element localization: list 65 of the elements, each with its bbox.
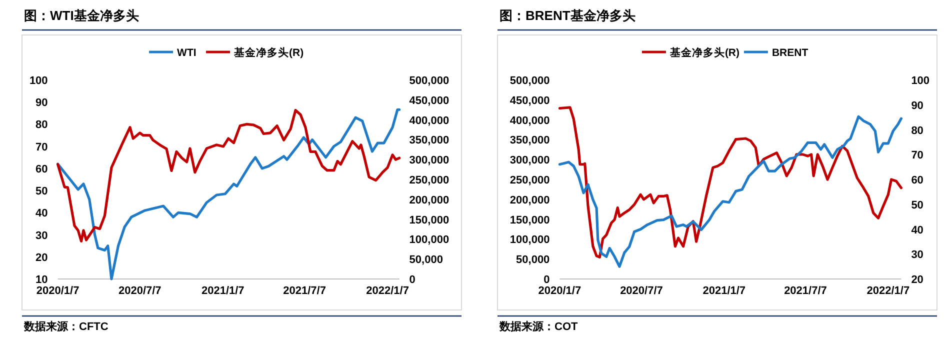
x-tick-label: 2021/7/7 [283,285,326,297]
y-tick-label: 450,000 [510,94,550,107]
y2-tick-label: 400,000 [409,114,450,127]
x-tick-label: 2022/1/7 [866,285,910,297]
y2-tick-label: 80 [911,124,924,137]
line-series [56,108,401,242]
y-tick-label: 500,000 [510,75,550,87]
chart-title: 图：WTI基金净多头 [24,8,139,23]
x-tick-label: 2020/7/7 [620,285,663,297]
y-tick-label: 300,000 [510,154,550,167]
y-tick-label: 350,000 [510,134,550,147]
y2-tick-label: 250,000 [409,174,450,186]
y2-tick-label: 40 [911,224,924,236]
y-tick-label: 100,000 [510,234,550,246]
y-tick-label: 20 [36,252,48,264]
y2-tick-label: 30 [911,249,924,262]
y2-tick-label: 350,000 [409,134,450,147]
y2-tick-label: 20 [911,274,924,286]
y-tick-label: 10 [36,274,48,286]
y-tick-label: 200,000 [510,194,550,206]
y-tick-label: 70 [36,141,48,154]
source-note: 数据来源：COT [498,320,578,333]
x-tick-label: 2020/7/7 [118,285,162,297]
legend-label: 基金净多头(R) [233,46,304,59]
y-tick-label: 50 [36,186,48,198]
y2-tick-label: 450,000 [409,94,450,107]
line-series [56,108,401,280]
legend-item: 基金净多头(R) [206,47,304,59]
x-tick-label: 2022/1/7 [366,285,409,297]
y-tick-label: 150,000 [510,214,550,226]
legend-label: WTI [177,47,196,59]
y2-tick-label: 200,000 [409,194,450,206]
x-tick-label: 2020/1/7 [538,285,582,297]
legend-item: BRENT [744,47,808,59]
y2-tick-label: 70 [911,150,924,162]
y2-tick-label: 100,000 [409,234,450,246]
y-tick-label: 50,000 [516,254,550,266]
y-tick-label: 40 [36,208,48,220]
source-note: 数据来源：CFTC [23,320,108,333]
y2-tick-label: 50 [911,199,924,212]
x-tick-label: 2021/1/7 [201,285,244,297]
y-tick-label: 90 [36,97,48,110]
y2-tick-label: 500,000 [409,75,450,87]
y-tick-label: 60 [36,163,48,176]
chart-title: 图：BRENT基金净多头 [500,8,636,23]
y-tick-label: 250,000 [510,174,550,186]
x-tick-label: 2021/1/7 [702,285,746,297]
y-tick-label: 80 [36,119,48,132]
legend-item: WTI [149,47,196,59]
legend-label: BRENT [772,47,809,59]
legend-label: 基金净多头(R) [668,46,740,59]
y-tick-label: 30 [36,230,48,242]
x-tick-label: 2021/7/7 [784,285,827,297]
y2-tick-label: 50,000 [409,254,443,266]
legend-item: 基金净多头(R) [642,47,740,59]
y2-tick-label: 0 [409,274,416,286]
y2-tick-label: 100 [911,75,930,87]
y2-tick-label: 150,000 [409,214,450,226]
y2-tick-label: 90 [911,100,924,112]
y-tick-label: 0 [544,274,550,286]
y2-tick-label: 300,000 [409,154,450,167]
x-tick-label: 2020/1/7 [36,285,80,297]
y-tick-label: 100 [29,75,48,87]
y-tick-label: 400,000 [510,114,550,127]
y2-tick-label: 60 [911,174,924,186]
